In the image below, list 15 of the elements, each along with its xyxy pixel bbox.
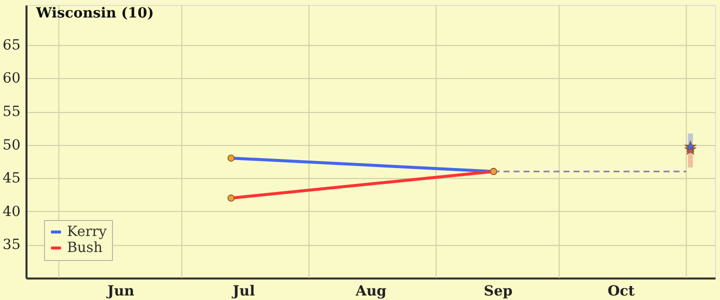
- legend-label: Kerry: [67, 224, 107, 240]
- legend-label: Bush: [67, 240, 103, 256]
- y-tick-label: 35: [2, 237, 20, 254]
- x-tick-label: Oct: [608, 284, 636, 300]
- y-tick-label: 40: [2, 204, 20, 220]
- x-tick-label: Aug: [354, 284, 387, 300]
- y-tick-label: 55: [2, 104, 20, 120]
- y-tick-label: 50: [2, 137, 20, 154]
- y-tick-label: 60: [2, 70, 20, 87]
- y-tick-label: 65: [2, 37, 20, 54]
- chart-title: Wisconsin (10): [35, 5, 154, 22]
- x-tick-label: Jun: [105, 284, 134, 300]
- y-tick-label: 45: [2, 170, 20, 187]
- x-tick-label: Sep: [484, 284, 513, 300]
- x-tick-label: Jul: [230, 284, 255, 300]
